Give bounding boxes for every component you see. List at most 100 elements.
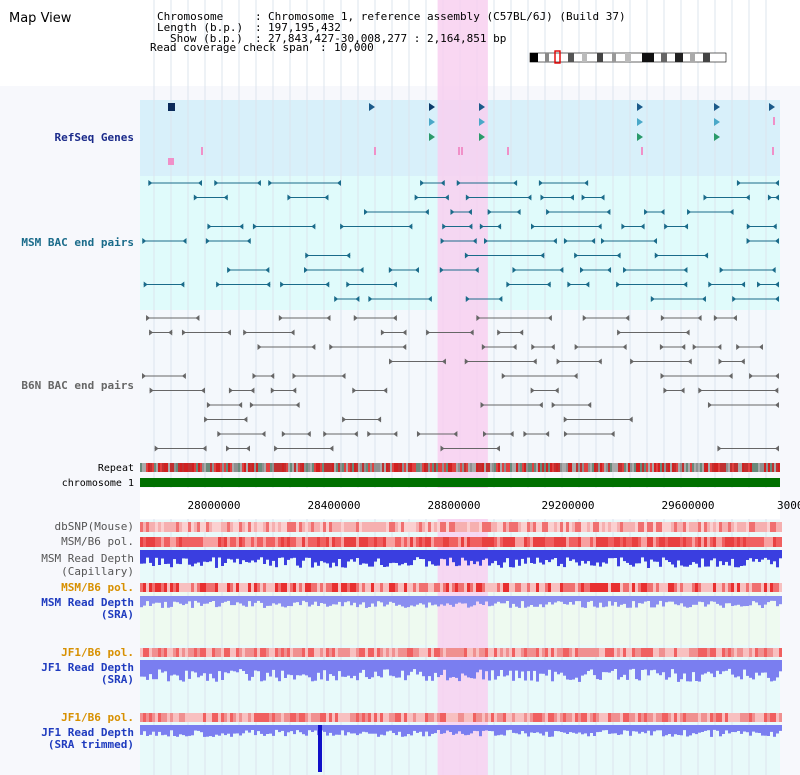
gene-mark[interactable] xyxy=(461,147,463,155)
b6n-bac-pair-end[interactable] xyxy=(217,431,222,437)
msm-bac-pair-end[interactable] xyxy=(650,296,655,302)
b6n-bac-pair-end[interactable] xyxy=(563,431,568,437)
b6n-bac-pair-end[interactable] xyxy=(201,387,206,394)
gene-marker[interactable] xyxy=(479,133,485,141)
msm-bac-pair-end[interactable] xyxy=(440,180,445,186)
b6n-bac-pair-end[interactable] xyxy=(292,387,297,394)
b6n-bac-pair-end[interactable] xyxy=(228,387,233,394)
b6n-bac-pair-end[interactable] xyxy=(342,416,347,423)
msm-bac-pair-end[interactable] xyxy=(654,252,659,259)
msm-bac-pair-end[interactable] xyxy=(563,238,568,244)
b6n-bac-pair-end[interactable] xyxy=(367,431,372,437)
b6n-bac-pair-end[interactable] xyxy=(481,344,486,350)
gene-marker[interactable] xyxy=(637,133,643,141)
msm-bac-pair-end[interactable] xyxy=(439,267,444,273)
msm-bac-pair-end[interactable] xyxy=(653,238,658,244)
msm-bac-pair-end[interactable] xyxy=(746,223,751,230)
msm-bac-pair-end[interactable] xyxy=(516,209,521,215)
msm-bac-pair-end[interactable] xyxy=(704,252,709,259)
b6n-bac-pair-end[interactable] xyxy=(469,329,474,336)
msm-bac-pair-end[interactable] xyxy=(497,223,502,230)
b6n-bac-pair-end[interactable] xyxy=(181,329,186,336)
b6n-bac-pair-end[interactable] xyxy=(681,344,686,350)
gene-mark[interactable] xyxy=(201,147,203,155)
b6n-bac-pair-end[interactable] xyxy=(274,445,279,452)
msm-bac-pair-end[interactable] xyxy=(719,267,724,273)
gene-marker[interactable] xyxy=(637,118,643,126)
msm-bac-pair-end[interactable] xyxy=(580,267,585,273)
msm-bac-pair-end[interactable] xyxy=(388,267,393,273)
msm-bac-pair-end[interactable] xyxy=(340,223,345,230)
b6n-bac-pair-end[interactable] xyxy=(295,402,300,408)
b6n-bac-pair-end[interactable] xyxy=(482,431,487,437)
msm-bac-pair-end[interactable] xyxy=(512,267,517,273)
msm-bac-pair-end[interactable] xyxy=(474,267,479,273)
msm-bac-pair-end[interactable] xyxy=(180,281,185,288)
msm-bac-pair-end[interactable] xyxy=(484,238,489,244)
b6n-bac-pair-end[interactable] xyxy=(663,387,668,394)
b6n-bac-pair-end[interactable] xyxy=(426,329,431,336)
msm-bac-pair-end[interactable] xyxy=(567,281,572,288)
gene-marker[interactable] xyxy=(369,103,375,111)
msm-bac-pair-end[interactable] xyxy=(239,223,244,230)
b6n-bac-pair-end[interactable] xyxy=(290,329,295,336)
b6n-bac-pair-end[interactable] xyxy=(697,315,702,321)
b6n-bac-pair-end[interactable] xyxy=(713,315,718,321)
msm-bac-pair-end[interactable] xyxy=(472,238,477,244)
msm-bac-pair-end[interactable] xyxy=(546,281,551,288)
gene-mark[interactable] xyxy=(773,117,775,125)
msm-bac-pair-end[interactable] xyxy=(143,281,148,288)
msm-bac-pair-end[interactable] xyxy=(746,238,751,244)
b6n-bac-pair-end[interactable] xyxy=(453,431,458,437)
msm-bac-pair-end[interactable] xyxy=(552,238,557,244)
b6n-bac-pair-end[interactable] xyxy=(149,329,154,336)
msm-bac-pair-end[interactable] xyxy=(607,267,612,273)
b6n-bac-pair-end[interactable] xyxy=(628,416,633,423)
msm-bac-pair-end[interactable] xyxy=(513,180,518,186)
b6n-bac-pair-end[interactable] xyxy=(146,315,151,321)
b6n-bac-pair-end[interactable] xyxy=(252,373,257,379)
b6n-bac-pair-end[interactable] xyxy=(512,344,517,350)
msm-bac-pair-end[interactable] xyxy=(334,296,339,302)
b6n-bac-pair-end[interactable] xyxy=(563,416,568,423)
msm-bac-pair-end[interactable] xyxy=(732,296,737,302)
b6n-bac-pair-end[interactable] xyxy=(270,373,275,379)
gene-marker[interactable] xyxy=(429,133,435,141)
msm-bac-pair-end[interactable] xyxy=(498,296,503,302)
b6n-bac-pair-end[interactable] xyxy=(573,373,578,379)
msm-bac-pair-end[interactable] xyxy=(456,180,461,186)
msm-bac-pair-end[interactable] xyxy=(214,180,219,186)
b6n-bac-pair-end[interactable] xyxy=(257,344,262,350)
msm-bac-pair-end[interactable] xyxy=(701,296,706,302)
b6n-bac-pair-end[interactable] xyxy=(142,373,147,379)
msm-bac-pair-end[interactable] xyxy=(266,281,271,288)
b6n-bac-pair-end[interactable] xyxy=(736,344,741,350)
gene-mark[interactable] xyxy=(641,147,643,155)
b6n-bac-pair-end[interactable] xyxy=(497,329,502,336)
msm-bac-pair-end[interactable] xyxy=(597,223,602,230)
msm-bac-pair-end[interactable] xyxy=(198,180,203,186)
b6n-bac-pair-end[interactable] xyxy=(383,387,388,394)
msm-bac-pair-end[interactable] xyxy=(559,267,564,273)
b6n-bac-pair-end[interactable] xyxy=(281,431,286,437)
b6n-bac-pair-end[interactable] xyxy=(610,431,615,437)
b6n-bac-pair-end[interactable] xyxy=(554,387,559,394)
msm-bac-pair-end[interactable] xyxy=(205,238,210,244)
msm-bac-pair-end[interactable] xyxy=(346,252,351,259)
b6n-bac-pair-end[interactable] xyxy=(532,358,537,365)
b6n-bac-pair-end[interactable] xyxy=(245,445,250,452)
gene-mark[interactable] xyxy=(168,158,174,165)
msm-bac-pair-end[interactable] xyxy=(465,296,470,302)
b6n-bac-pair-end[interactable] xyxy=(718,358,723,365)
b6n-bac-pair-end[interactable] xyxy=(717,344,722,350)
b6n-bac-pair-end[interactable] xyxy=(587,402,592,408)
gene-marker[interactable] xyxy=(479,118,485,126)
msm-bac-pair-end[interactable] xyxy=(355,296,360,302)
gene-marker[interactable] xyxy=(714,133,720,141)
b6n-bac-pair-end[interactable] xyxy=(622,344,627,350)
gene-marker[interactable] xyxy=(429,103,435,111)
b6n-bac-pair-end[interactable] xyxy=(680,387,685,394)
msm-bac-pair-end[interactable] xyxy=(741,281,746,288)
msm-bac-pair-end[interactable] xyxy=(664,223,669,230)
msm-bac-track[interactable] xyxy=(142,180,779,302)
